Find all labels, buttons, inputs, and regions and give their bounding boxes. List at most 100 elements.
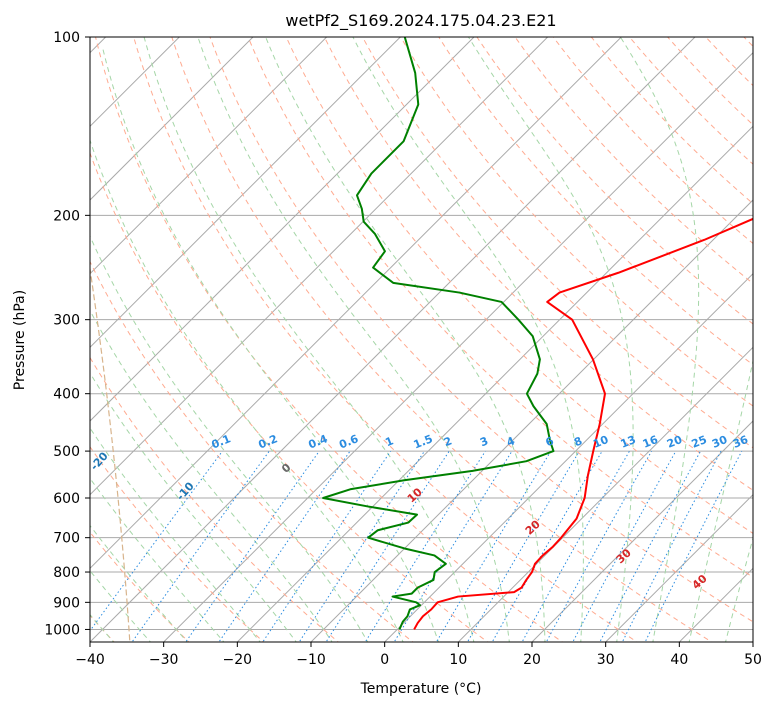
lcl-curves	[90, 264, 131, 642]
lcl-curve-line	[90, 264, 131, 642]
x-tick-label: 40	[670, 652, 688, 668]
isotherm-line	[310, 199, 753, 642]
y-tick-label: 600	[53, 491, 80, 507]
y-axis-label: Pressure (hPa)	[12, 290, 28, 390]
mixing-ratio-label: 1	[383, 434, 395, 449]
y-tick-label: 300	[53, 313, 80, 329]
mixing-ratio-line	[599, 450, 701, 642]
isotherm-line	[162, 51, 753, 642]
dry-adiabats	[90, 37, 753, 642]
mixing-ratio-line	[131, 450, 270, 642]
mixing-ratio-line	[218, 450, 351, 642]
mixing-ratio-label: 10	[591, 433, 610, 451]
dry-adiabat-line	[90, 260, 414, 642]
mixing-ratio-label: 16	[641, 433, 660, 451]
y-tick-label: 200	[53, 208, 80, 224]
isobar-grid	[90, 37, 753, 630]
mixing-ratio-line	[90, 450, 223, 632]
moist-adiabat-line	[90, 309, 333, 642]
moist-adiabat-line	[90, 235, 369, 642]
mixing-ratio-line	[185, 450, 320, 642]
mixing-ratio-label: 20	[665, 433, 684, 451]
x-tick-label: 30	[597, 652, 615, 668]
mixing-ratio-lines	[90, 450, 743, 642]
dry-adiabat-line	[90, 151, 489, 642]
dry-adiabat-line	[285, 37, 753, 534]
moist-adiabat-line	[90, 427, 261, 642]
moist-adiabat-line	[468, 37, 634, 642]
y-tick-label: 400	[53, 387, 80, 403]
mixing-ratio-label: 2	[442, 434, 454, 449]
mixing-ratio-label: 13	[619, 433, 638, 451]
mixing-ratio-line	[262, 450, 392, 642]
mixing-ratio-label: 30	[710, 433, 729, 451]
isotherm-line	[90, 37, 696, 642]
x-tick-label: 50	[744, 652, 762, 668]
dry-adiabat-line	[90, 356, 340, 642]
moist-adiabat-line	[90, 524, 188, 642]
isotherm-line	[90, 37, 328, 275]
temperature-profile-line	[413, 217, 753, 630]
isotherm-line	[236, 125, 753, 642]
moist-adiabat-line	[352, 37, 584, 642]
moist-adiabats	[90, 37, 753, 642]
moist-adiabat-line	[90, 569, 152, 642]
isotherm-line	[383, 272, 753, 642]
isotherm-line	[90, 37, 254, 201]
mixing-ratio-line	[364, 450, 486, 642]
mixing-ratio-line	[572, 450, 677, 642]
dry-adiabat-line	[171, 37, 713, 642]
moist-adiabat-line	[90, 138, 404, 642]
chart-title: wetPf2_S169.2024.175.04.23.E21	[285, 11, 556, 31]
moist-adiabat-line	[619, 37, 700, 642]
y-axis: 100 200 300 400 500 600 700 800 900 1000	[44, 30, 90, 638]
y-tick-label: 1000	[44, 622, 80, 638]
mixing-ratio-label: 36	[731, 433, 750, 451]
dry-adiabat-line	[361, 37, 753, 449]
dewpoint-profile-line	[322, 37, 555, 630]
y-tick-label: 100	[53, 30, 80, 46]
isotherm-line	[90, 37, 623, 570]
mixing-ratio-line	[621, 450, 722, 642]
dry-adiabat-line	[514, 37, 753, 285]
x-tick-label: −10	[296, 652, 326, 668]
dry-adiabat-line	[133, 37, 638, 642]
y-tick-label: 900	[53, 595, 80, 611]
isotherm-line	[90, 37, 475, 422]
isotherm-line	[604, 493, 753, 642]
profile-series	[322, 37, 753, 630]
x-tick-label: −20	[223, 652, 253, 668]
moist-adiabat-line	[102, 49, 440, 642]
mixing-ratio-line	[466, 450, 580, 642]
plot-area: 0.10.20.40.611.52346810131620253036-100-…	[90, 37, 753, 642]
x-tick-label: −30	[149, 652, 179, 668]
dry-adiabat-line	[400, 37, 753, 407]
mixing-ratio-label: 25	[690, 433, 709, 451]
y-tick-label: 800	[53, 565, 80, 581]
x-axis-label: Temperature (°C)	[360, 681, 482, 697]
moist-adiabat-line	[143, 37, 475, 642]
x-tick-label: −40	[75, 652, 105, 668]
mixing-ratio-line	[393, 450, 513, 642]
mixing-ratio-line	[325, 450, 450, 642]
y-tick-label: 700	[53, 531, 80, 547]
moist-adiabat-line	[265, 37, 546, 642]
isotherm-line	[90, 37, 549, 496]
mixing-ratio-label: 3	[478, 434, 490, 449]
x-tick-label: 10	[449, 652, 467, 668]
x-axis: −40 −30 −20 −10 0 10 20 30 40 50	[75, 642, 762, 668]
plot-frame	[89, 36, 754, 643]
x-tick-label: 0	[380, 652, 389, 668]
dry-adiabat-line	[247, 37, 753, 578]
x-tick-label: 20	[523, 652, 541, 668]
mixing-ratio-line	[298, 450, 425, 642]
y-tick-label: 500	[53, 444, 80, 460]
isotherm-line	[531, 420, 753, 642]
dry-adiabat-line	[95, 37, 564, 642]
mixing-ratio-label: 8	[572, 434, 584, 449]
dry-adiabat-line	[476, 37, 753, 325]
dry-adiabat-line	[323, 37, 753, 491]
dry-adiabat-line	[209, 37, 753, 623]
